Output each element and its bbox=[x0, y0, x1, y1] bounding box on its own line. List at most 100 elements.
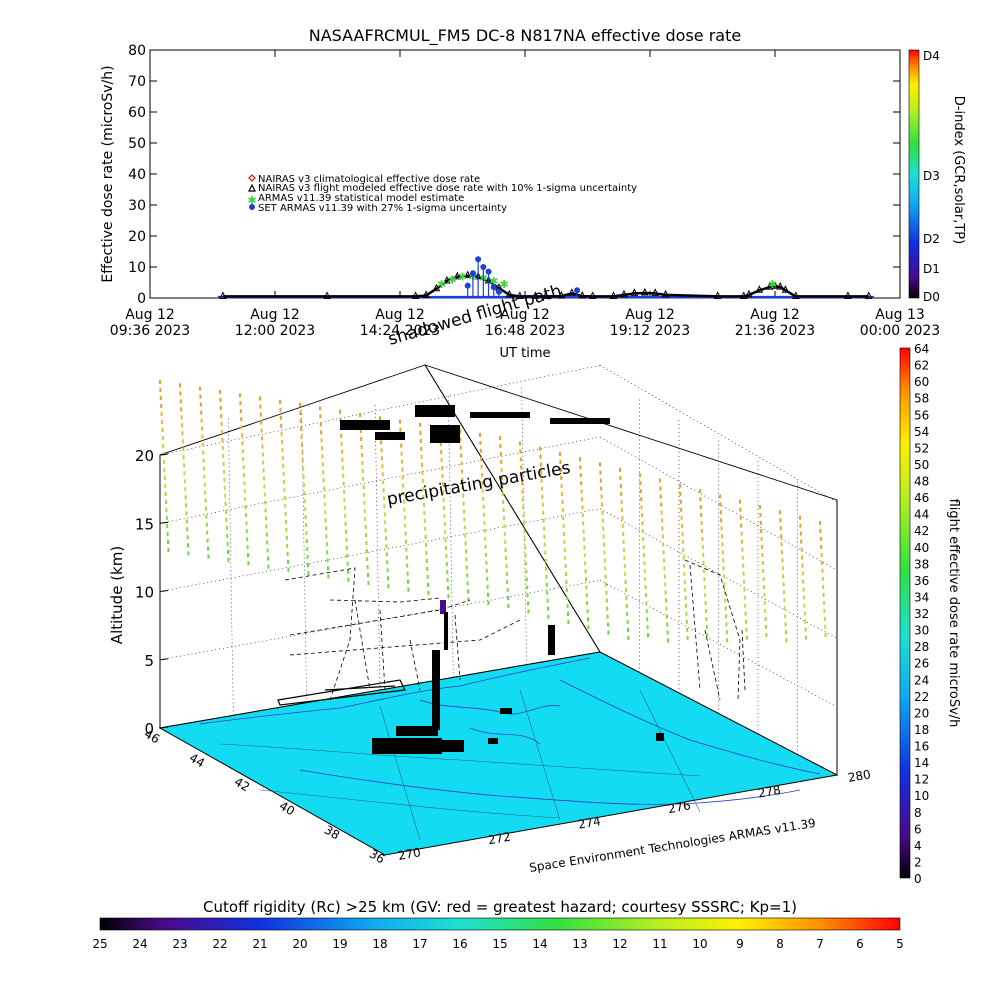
dose-tick-label: 38 bbox=[914, 557, 929, 571]
set-armas-point bbox=[480, 264, 487, 270]
set-armas-point bbox=[485, 268, 492, 275]
nairas-flight-point bbox=[781, 285, 790, 293]
rc-tick-label: 18 bbox=[372, 937, 387, 951]
latitude-tick-label: 40 bbox=[277, 799, 297, 819]
top-shadow-track bbox=[340, 405, 610, 443]
precipitating-particle-field bbox=[159, 380, 827, 643]
nairas-flight-point bbox=[422, 290, 430, 299]
wall-grid-line bbox=[599, 508, 838, 639]
top-x-tick-time: 19:12 2023 bbox=[610, 323, 690, 339]
armas-model-point: ✱ bbox=[489, 275, 498, 288]
nairas-flight-point bbox=[745, 289, 753, 298]
wall-grid bbox=[159, 365, 838, 755]
border-line-3 bbox=[259, 789, 561, 819]
altitude-tick-label: 10 bbox=[135, 584, 154, 602]
dose-colorbar bbox=[899, 347, 911, 879]
rc-tick-label: 16 bbox=[452, 937, 467, 951]
dindex-tick-label: D3 bbox=[923, 169, 940, 183]
top-y-tick-label: 30 bbox=[128, 198, 146, 214]
rc-tick-label: 13 bbox=[572, 937, 587, 951]
longitude-tick-label: 278 bbox=[757, 783, 782, 801]
armas-model-point: ✱ bbox=[447, 273, 456, 286]
dindex-colorbar bbox=[908, 49, 920, 299]
rc-tick-label: 12 bbox=[612, 937, 627, 951]
ground-flight-track bbox=[372, 708, 664, 754]
latitude-tick-label: 38 bbox=[322, 823, 342, 843]
nairas-flight-point bbox=[463, 270, 472, 279]
nairas-flight-point bbox=[505, 289, 514, 298]
rc-tick-label: 19 bbox=[332, 937, 347, 951]
dose-tick-label: 60 bbox=[914, 375, 929, 389]
nairas-flight-point bbox=[323, 291, 331, 299]
top-x-tick-date: Aug 12 bbox=[750, 307, 800, 323]
nairas-flight-point bbox=[776, 282, 785, 290]
set-armas-point bbox=[475, 256, 482, 263]
legend-entry-1: NAIRAS v3 climatological effective dose … bbox=[258, 174, 480, 185]
dose-tick-label: 28 bbox=[914, 640, 929, 654]
rc-tick-label: 17 bbox=[412, 937, 427, 951]
top-track-5 bbox=[430, 425, 460, 443]
dindex-ticks: D4 D3 D2 D1 D0 bbox=[923, 49, 940, 304]
border-line-1 bbox=[219, 743, 701, 777]
longitude-tick-label: 276 bbox=[667, 798, 692, 816]
latitude-tick-label: 36 bbox=[367, 847, 387, 867]
dindex-tick-label: D2 bbox=[923, 232, 940, 246]
longitude-tick-label: 270 bbox=[397, 845, 422, 863]
top-y-ticks: 0 10 20 30 40 50 60 70 80 bbox=[128, 43, 900, 307]
dose-tick-label: 14 bbox=[914, 756, 929, 770]
dose-tick-label: 2 bbox=[914, 855, 922, 869]
rc-tick-label: 9 bbox=[736, 937, 744, 951]
dose-tick-label: 24 bbox=[914, 673, 929, 687]
nairas-flight-point bbox=[661, 289, 670, 298]
nairas-flight-point bbox=[432, 283, 441, 292]
top-y-tick-label: 0 bbox=[137, 291, 146, 307]
legend-entry-3: ARMAS v11.39 statistical model estimate bbox=[258, 193, 464, 204]
nairas-flight-point bbox=[755, 285, 764, 293]
top-x-tick-date: Aug 12 bbox=[375, 307, 425, 323]
flight-segment-mid bbox=[444, 612, 448, 650]
legend: NAIRAS v3 climatological effective dose … bbox=[247, 174, 637, 214]
dose-tick-label: 52 bbox=[914, 441, 929, 455]
dose-tick-label: 62 bbox=[914, 359, 929, 373]
dose-tick-label: 8 bbox=[914, 806, 922, 820]
wall-grid-line bbox=[374, 401, 381, 691]
top-x-tick-time: 00:00 2023 bbox=[860, 323, 940, 339]
top-track-4 bbox=[550, 418, 610, 424]
rc-tick-label: 8 bbox=[776, 937, 784, 951]
map-borders bbox=[219, 689, 701, 841]
legend-marker-nairas-clim bbox=[248, 174, 256, 182]
armas-model-point: ✱ bbox=[768, 278, 777, 291]
set-armas-point bbox=[574, 287, 581, 294]
nairas-flight-point bbox=[765, 282, 774, 290]
top-track-2 bbox=[415, 405, 455, 417]
track-blob-1 bbox=[372, 738, 442, 754]
dose-tick-label: 50 bbox=[914, 458, 929, 472]
nairas-flight-point bbox=[219, 291, 227, 299]
rc-tick-label: 24 bbox=[132, 937, 147, 951]
altitude-tick bbox=[159, 521, 169, 524]
wall-grid-line bbox=[159, 365, 601, 456]
nairas-flight-line bbox=[222, 274, 869, 298]
rc-title: Cutoff rigidity (Rc) >25 km (GV: red = g… bbox=[203, 898, 797, 916]
rc-ticks: 25 24 23 22 21 20 19 18 17 16 15 14 13 12 11 10 9 8 7 6 5 bbox=[92, 937, 903, 951]
flight-climb-column-2 bbox=[548, 625, 555, 655]
track-blob-2 bbox=[396, 726, 438, 736]
top-x-tick-time: 16:48 2023 bbox=[485, 323, 565, 339]
annotation-precipitating-particles: precipitating particles bbox=[385, 458, 572, 510]
dose-tick-label: 44 bbox=[914, 508, 929, 522]
wall-grid-line bbox=[599, 580, 838, 708]
nairas-flight-point bbox=[453, 271, 462, 280]
track-blob-5 bbox=[656, 733, 664, 741]
rc-colorbar bbox=[99, 917, 901, 931]
dose-tick-label: 12 bbox=[914, 773, 929, 787]
dose-ticks: 0246810121416182022242628303234363840424… bbox=[914, 342, 929, 886]
legend-entry-4: SET ARMAS v11.39 with 27% 1-sigma uncert… bbox=[258, 203, 507, 214]
longitude-tick-label: 274 bbox=[577, 814, 602, 832]
credit-text: Space Environment Technologies ARMAS v11… bbox=[528, 816, 816, 875]
dose-tick-label: 0 bbox=[914, 872, 922, 886]
top-y-tick-label: 10 bbox=[128, 260, 146, 276]
track-blob-6 bbox=[488, 738, 498, 744]
dose-tick-label: 64 bbox=[914, 342, 929, 356]
dose-tick-label: 40 bbox=[914, 541, 929, 555]
